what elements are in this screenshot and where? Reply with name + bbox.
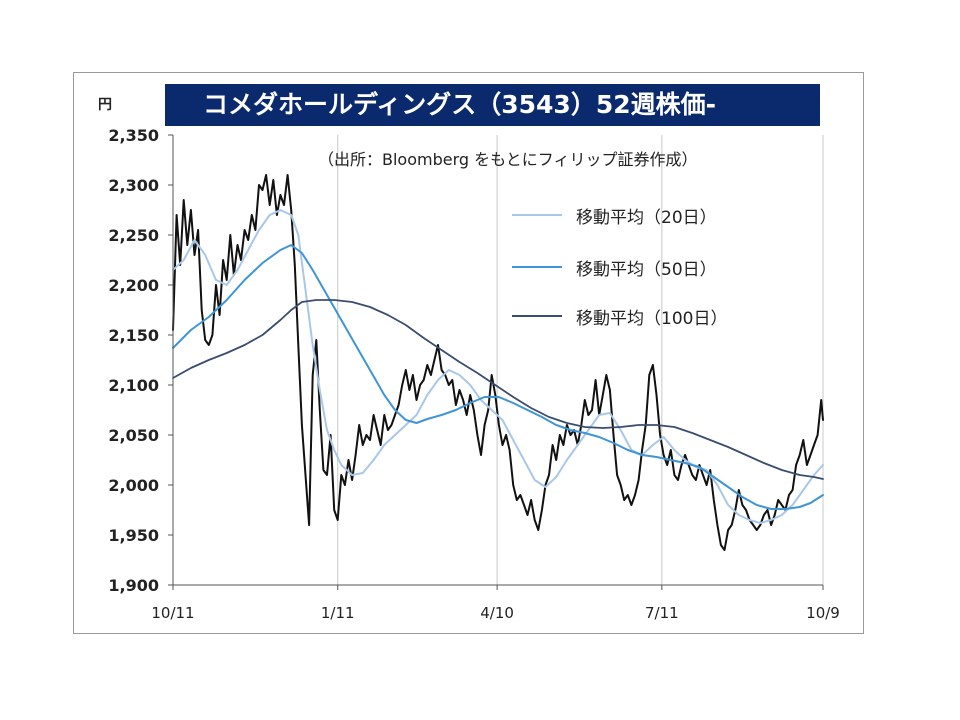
y-tick-label: 1,950 [108,526,159,545]
series-line-ma50 [172,244,824,510]
y-axis-unit: 円 [98,97,112,113]
y-tick-label: 2,350 [108,126,159,145]
x-tick-label: 10/9 [806,604,840,622]
y-tick-label: 2,000 [108,476,159,495]
chart-source-note: （出所：Bloomberg をもとにフィリップ証券作成） [318,150,698,169]
legend-item-ma100: 移動平均（100日） [512,304,728,329]
x-tick-label: 1/11 [321,604,355,622]
x-tick-label: 10/11 [151,604,194,622]
axis-layer: 10/11 1/11 4/10 7/11 10/9 1,900 1,950 2,000 2,05… [108,126,839,622]
legend-label-ma20: 移動平均（20日） [576,207,717,228]
legend-swatch-ma50 [512,266,562,268]
legend-swatch-ma100 [512,315,562,317]
series-layer [172,174,824,551]
legend-item-ma20: 移動平均（20日） [512,203,717,228]
y-tick-label: 2,150 [108,326,159,345]
y-tick-label: 2,250 [108,226,159,245]
series-line-ma20 [172,209,824,524]
y-tick-label: 2,100 [108,376,159,395]
legend-item-ma50: 移動平均（50日） [512,255,717,280]
legend-label-ma50: 移動平均（50日） [576,259,717,280]
y-tick-label: 1,900 [108,576,159,595]
x-tick-label: 7/11 [645,604,679,622]
chart-frame [73,72,864,634]
series-line-ma100 [172,299,824,480]
legend-swatch-ma20 [512,214,562,216]
y-tick-label: 2,200 [108,276,159,295]
y-tick-label: 2,050 [108,426,159,445]
legend-label-ma100: 移動平均（100日） [576,308,728,329]
x-tick-label: 4/10 [480,604,514,622]
chart-title: コメダホールディングス（3543）52週株価- [165,84,820,126]
series-line-price [172,174,824,551]
y-tick-label: 2,300 [108,176,159,195]
